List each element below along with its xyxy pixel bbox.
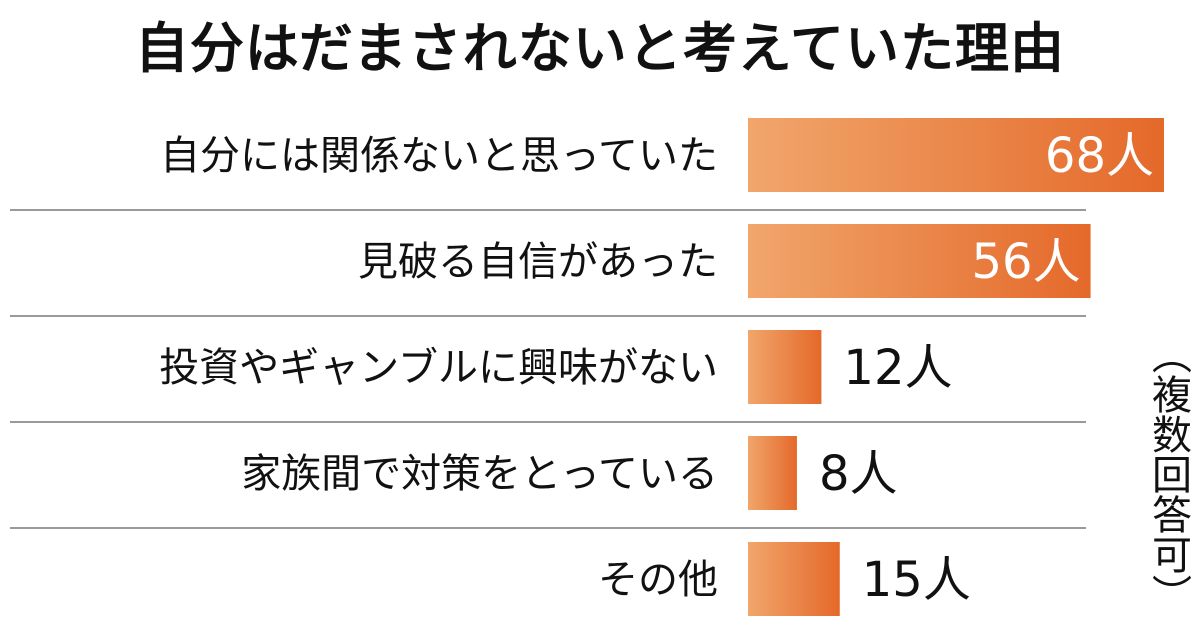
bar xyxy=(748,330,822,404)
row-separators xyxy=(10,209,1086,529)
value-label: 12人 xyxy=(843,340,952,396)
bar xyxy=(748,542,840,616)
chart-title: 自分はだまされないと考えていた理由 xyxy=(134,17,1066,80)
category-labels: 自分には関係ないと思っていた見破る自信があった投資やギャンブルに興味がない家族間… xyxy=(159,133,718,603)
category-label: その他 xyxy=(598,557,718,603)
category-label: 家族間で対策をとっている xyxy=(241,451,718,497)
category-label: 投資やギャンブルに興味がない xyxy=(159,345,718,391)
value-label: 15人 xyxy=(862,552,971,608)
category-label: 見破る自信があった xyxy=(358,239,718,285)
multiple-answers-note: （複数回答可） xyxy=(1145,334,1191,614)
bar xyxy=(748,436,797,510)
value-labels: 68人 56人 12人 8人 15人 xyxy=(819,128,1154,608)
value-label: 56人 xyxy=(971,234,1080,290)
bar xyxy=(748,118,1164,192)
bars xyxy=(748,118,1164,616)
value-label: 68人 xyxy=(1045,128,1154,184)
value-label: 8人 xyxy=(819,446,898,502)
bar xyxy=(748,224,1091,298)
category-label: 自分には関係ないと思っていた xyxy=(160,133,718,179)
